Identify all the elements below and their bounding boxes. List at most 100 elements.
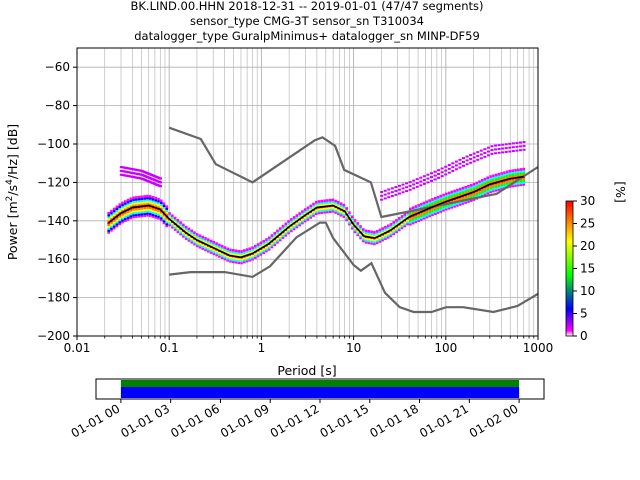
- density-cell: [500, 181, 503, 185]
- colorbar-gradient: [565, 200, 574, 337]
- density-cell: [464, 201, 467, 204]
- density-cell: [442, 193, 445, 197]
- density-cell: [137, 214, 141, 218]
- density-cell: [519, 183, 523, 187]
- density-cell: [273, 233, 277, 237]
- density-cell: [135, 209, 138, 213]
- density-cell: [326, 206, 329, 210]
- density-cell: [378, 232, 382, 236]
- density-cell: [148, 210, 152, 214]
- density-cell: [431, 198, 434, 201]
- density-cell: [431, 207, 434, 211]
- density-cell: [350, 219, 354, 222]
- density-cell: [298, 212, 301, 215]
- density-cell: [384, 229, 387, 233]
- density-cell: [284, 226, 288, 229]
- density-cell: [107, 225, 110, 228]
- density-cell: [445, 206, 448, 209]
- density-cell: [157, 211, 160, 214]
- density-cell: [511, 169, 515, 172]
- density-cell: [179, 228, 182, 232]
- density-cell: [428, 210, 432, 214]
- density-cell: [248, 247, 252, 250]
- density-cell: [270, 243, 274, 247]
- density-cell: [356, 233, 360, 237]
- density-cell: [331, 198, 335, 202]
- density-cell: [375, 241, 379, 245]
- density-cell: [256, 243, 260, 246]
- density-cell: [115, 205, 119, 209]
- density-cell: [389, 234, 393, 238]
- density-cell: [157, 215, 160, 218]
- density-cell: [500, 177, 503, 181]
- density-cell: [447, 206, 451, 210]
- density-cell: [107, 219, 110, 223]
- density-cell: [290, 221, 293, 225]
- density-cell: [143, 212, 146, 216]
- density-cell-sparse: [159, 181, 163, 184]
- density-cell: [328, 206, 332, 210]
- density-cell-sparse: [522, 148, 526, 151]
- density-cell: [154, 214, 158, 217]
- density-cell: [126, 218, 130, 221]
- density-cell: [467, 190, 470, 194]
- density-cell: [453, 205, 456, 208]
- density-cell: [522, 181, 526, 184]
- density-cell: [143, 214, 146, 217]
- density-cell: [115, 207, 119, 211]
- density-cell: [201, 247, 205, 250]
- density-cell-sparse: [479, 149, 483, 152]
- density-cell: [386, 228, 390, 231]
- density-cell: [439, 196, 443, 200]
- density-cell: [218, 253, 221, 256]
- density-cell: [467, 186, 470, 190]
- density-cell-sparse: [451, 162, 455, 165]
- density-cell: [251, 250, 254, 253]
- density-cell: [171, 214, 174, 218]
- density-cell: [231, 256, 235, 260]
- density-cell: [190, 240, 194, 244]
- density-cell: [129, 197, 133, 201]
- density-cell: [373, 238, 376, 242]
- density-cell: [292, 227, 296, 231]
- density-cell: [287, 222, 290, 225]
- density-cell: [453, 203, 456, 206]
- density-cell: [472, 182, 476, 186]
- density-cell: [129, 201, 133, 204]
- density-cell: [334, 209, 337, 212]
- density-cell: [431, 211, 434, 215]
- density-cell-sparse: [426, 177, 430, 180]
- density-cell-sparse: [415, 181, 419, 184]
- density-cell: [165, 205, 169, 208]
- density-cell-sparse: [472, 160, 476, 163]
- density-cell: [317, 202, 321, 205]
- density-cell: [420, 202, 423, 206]
- density-cell: [118, 214, 122, 218]
- density-cell: [135, 201, 138, 205]
- density-cell: [483, 193, 487, 196]
- density-cell: [148, 200, 152, 204]
- density-cell: [148, 197, 152, 200]
- density-cell: [140, 203, 144, 206]
- density-cell: [306, 210, 310, 213]
- density-cell: [123, 219, 127, 223]
- timeline-tick-label: 01-01 00: [69, 401, 123, 440]
- density-cell: [339, 213, 343, 217]
- density-cell: [190, 231, 194, 234]
- density-cell: [298, 219, 301, 223]
- density-cell: [314, 210, 318, 214]
- density-cell: [450, 194, 454, 198]
- density-cell: [140, 197, 144, 200]
- new-low-noise-model-line: [169, 221, 538, 314]
- density-cell-sparse: [472, 156, 476, 159]
- density-cell: [118, 203, 122, 206]
- density-cell-sparse: [440, 167, 444, 170]
- density-cell-sparse: [408, 184, 412, 187]
- density-cell: [492, 187, 495, 191]
- density-cell: [489, 184, 492, 188]
- density-cell: [159, 212, 163, 216]
- density-cell: [447, 191, 451, 195]
- density-cell: [218, 255, 221, 258]
- density-cell: [505, 184, 509, 187]
- density-cell-sparse: [515, 149, 519, 152]
